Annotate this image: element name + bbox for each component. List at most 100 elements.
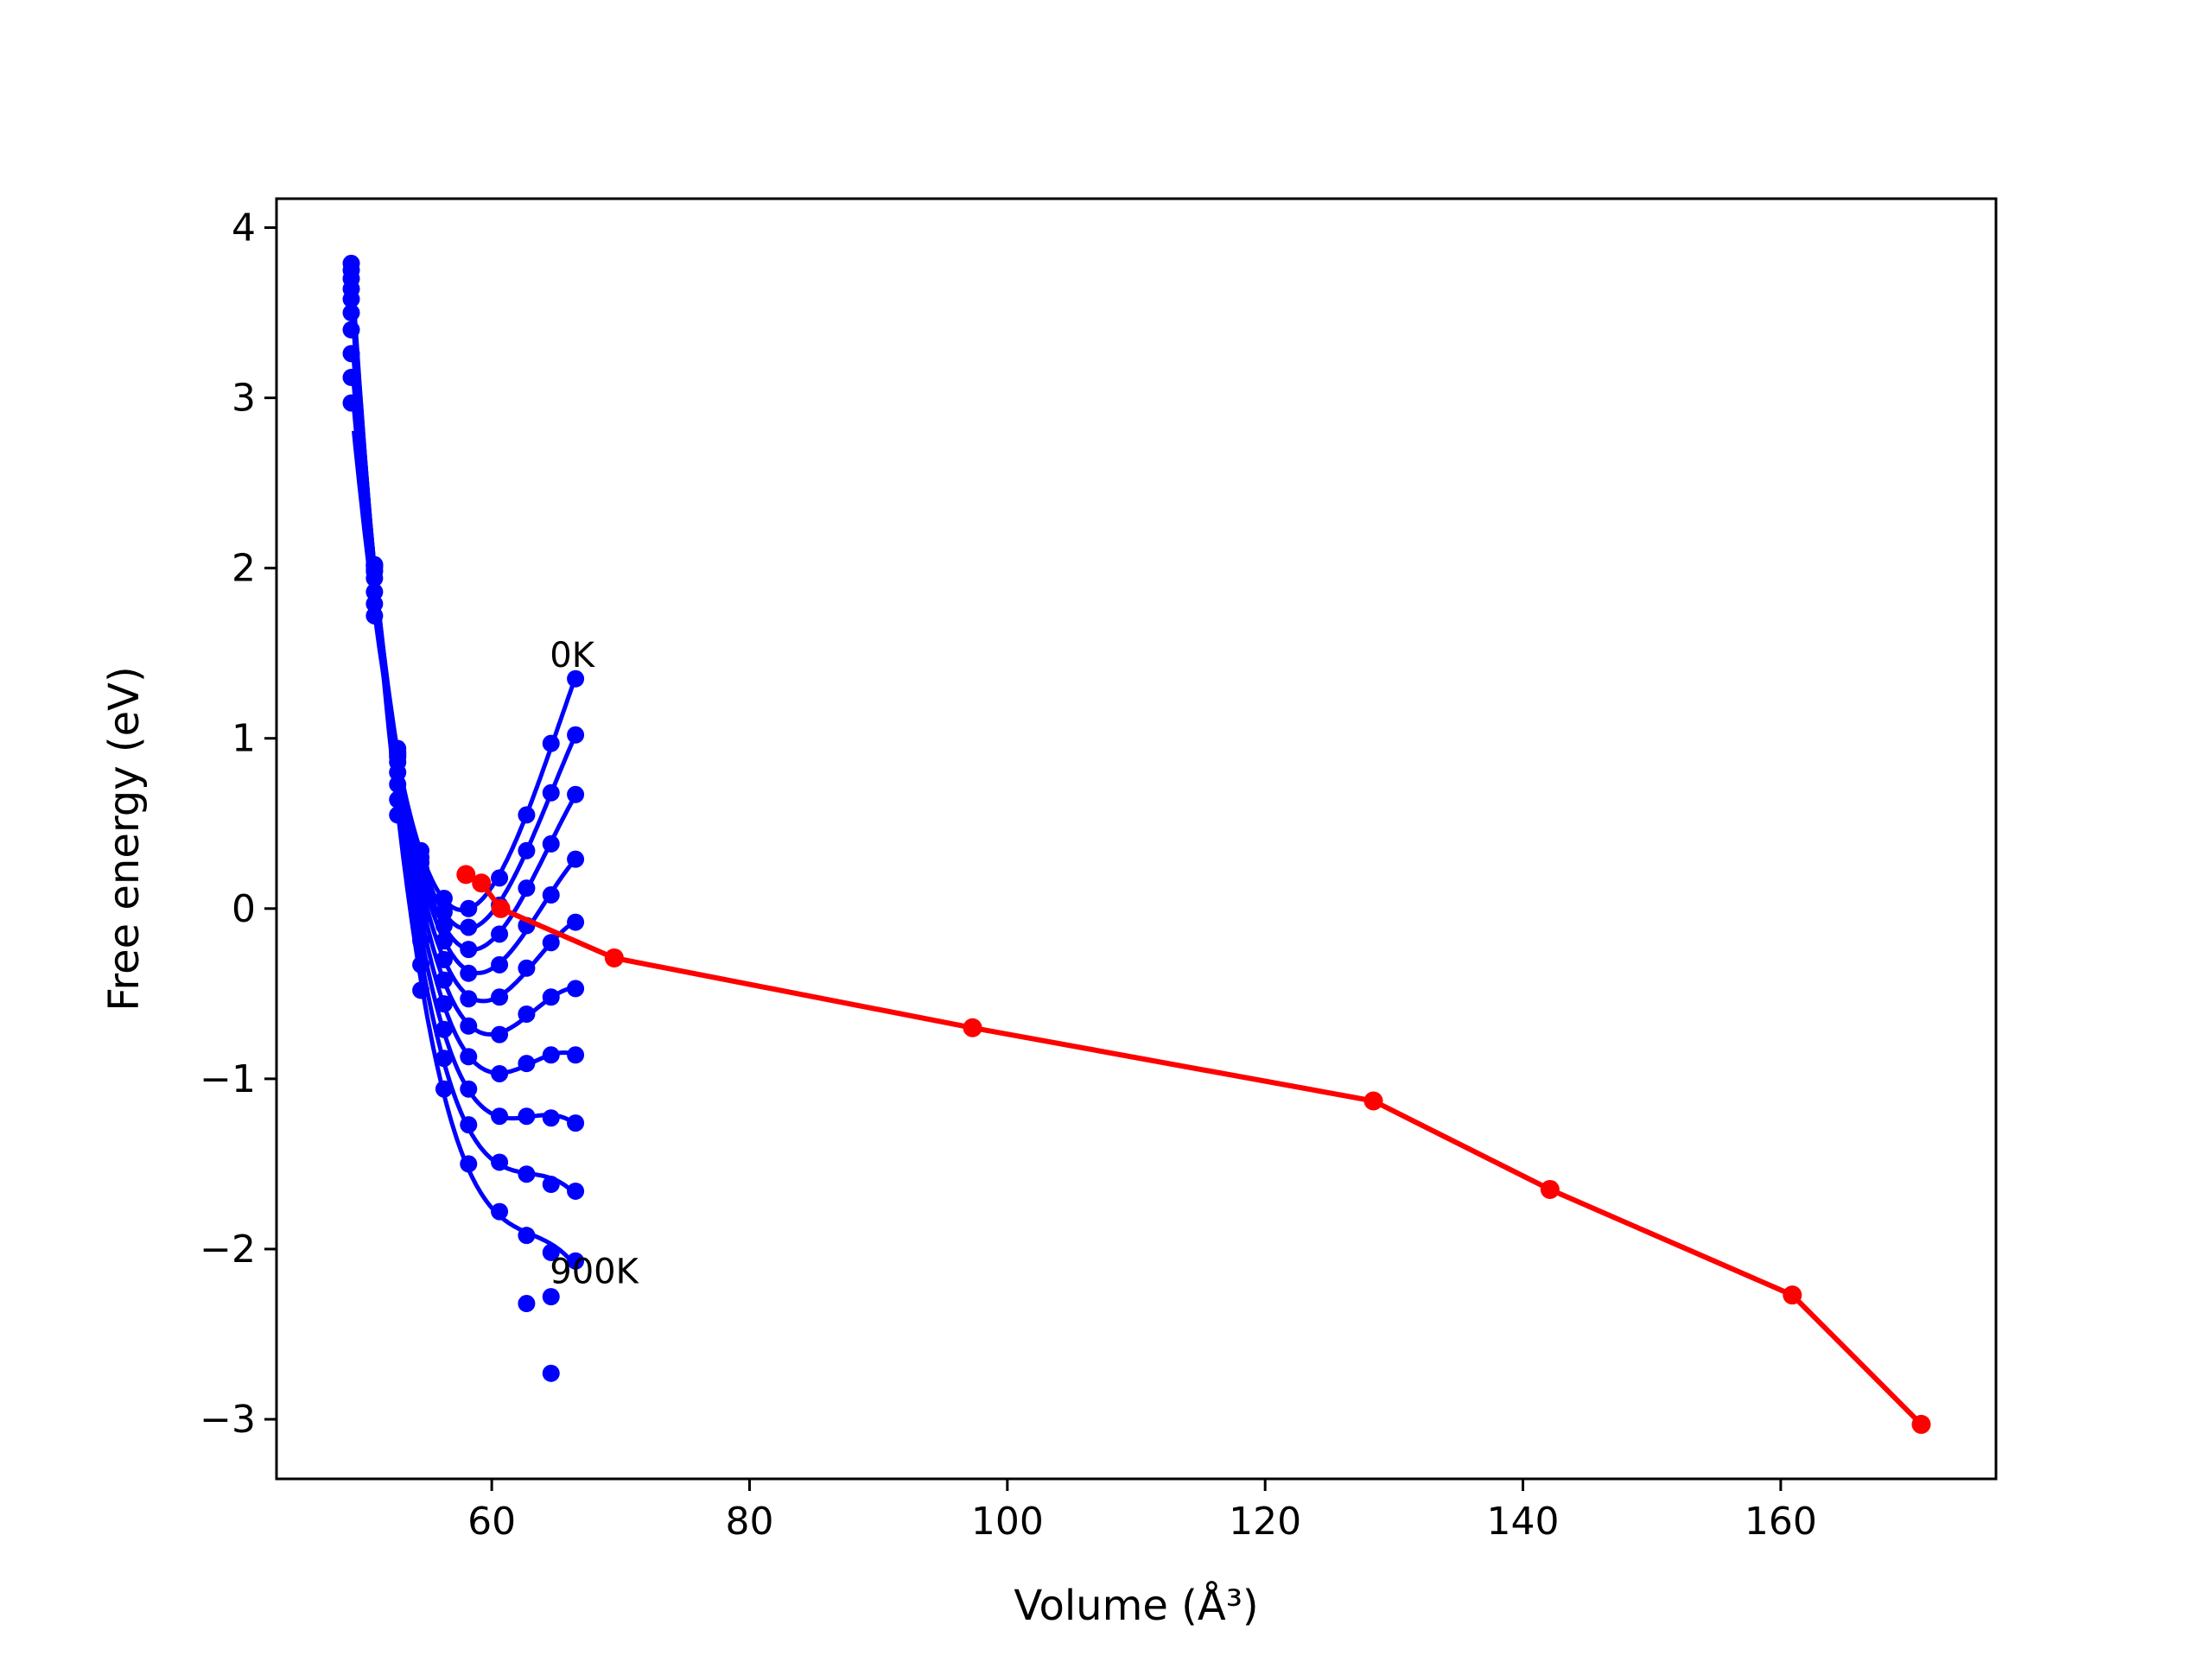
data-point: [518, 1165, 536, 1183]
data-point: [542, 1046, 560, 1064]
data-points: [342, 254, 585, 1382]
temperature-annotation: 0K: [550, 636, 595, 676]
data-point: [435, 1020, 453, 1038]
data-point: [460, 899, 478, 917]
data-point: [365, 595, 384, 613]
data-point: [542, 734, 560, 752]
data-point: [491, 1153, 509, 1171]
data-point: [567, 850, 585, 868]
x-axis-label: Volume (Å³): [1014, 1581, 1258, 1630]
data-point: [542, 886, 560, 904]
data-point: [435, 950, 453, 968]
data-point: [435, 995, 453, 1013]
data-point: [435, 917, 453, 935]
data-point: [342, 394, 360, 412]
data-point: [491, 1107, 509, 1126]
data-point: [542, 783, 560, 802]
temperature-annotation: 900K: [550, 1252, 639, 1291]
minimum-point: [1363, 1091, 1383, 1111]
data-point: [435, 932, 453, 950]
data-point: [518, 806, 536, 824]
minimum-point: [604, 948, 624, 967]
data-point: [518, 1227, 536, 1245]
data-point: [567, 980, 585, 998]
y-tick-label: 3: [232, 377, 256, 421]
data-point: [491, 1202, 509, 1221]
data-point: [567, 1252, 585, 1270]
data-point: [567, 1182, 585, 1200]
x-tick-label: 120: [1229, 1500, 1301, 1544]
data-point: [518, 1055, 536, 1073]
data-point: [491, 1025, 509, 1044]
data-point: [518, 959, 536, 977]
minimum-point: [1911, 1414, 1931, 1434]
data-point: [365, 561, 384, 579]
data-point: [460, 964, 478, 982]
data-point: [518, 841, 536, 860]
data-point: [412, 874, 430, 892]
data-point: [567, 785, 585, 803]
data-point: [518, 1295, 536, 1313]
data-point: [412, 910, 430, 928]
data-point: [542, 1176, 560, 1194]
data-point: [342, 254, 360, 272]
data-point: [460, 1080, 478, 1098]
data-point: [460, 1048, 478, 1066]
data-point: [435, 903, 453, 921]
data-point: [435, 1080, 453, 1098]
data-point: [412, 891, 430, 909]
data-point: [518, 1107, 536, 1126]
data-point: [412, 860, 430, 879]
data-point: [460, 990, 478, 1008]
data-point: [567, 726, 585, 744]
data-point: [542, 1364, 560, 1382]
annotations: 0K 900K: [550, 636, 639, 1291]
y-tick-label: −1: [200, 1057, 256, 1101]
minimum-point: [963, 1018, 982, 1037]
data-point: [542, 834, 560, 853]
x-tick-label: 100: [971, 1500, 1044, 1544]
minimum-point: [472, 873, 492, 893]
data-point: [412, 981, 430, 999]
data-point: [435, 971, 453, 989]
data-point: [412, 955, 430, 974]
data-point: [491, 1064, 509, 1082]
data-point: [491, 925, 509, 943]
y-tick-label: 4: [232, 206, 256, 251]
data-point: [542, 1109, 560, 1127]
minimum-point: [1783, 1285, 1802, 1305]
data-point: [518, 1005, 536, 1023]
data-point: [342, 304, 360, 322]
data-point: [460, 1155, 478, 1173]
data-point: [365, 583, 384, 601]
y-tick-label: 2: [232, 547, 256, 591]
minimum-point: [491, 898, 511, 918]
y-tick-label: −3: [200, 1398, 256, 1442]
x-tick-label: 80: [725, 1500, 773, 1544]
data-point: [342, 320, 360, 339]
data-point: [412, 932, 430, 950]
data-point: [567, 913, 585, 931]
y-tick-label: 1: [232, 717, 256, 761]
data-point: [460, 1116, 478, 1134]
minimum-point: [1540, 1179, 1560, 1199]
data-point: [542, 988, 560, 1006]
plot-frame: [275, 197, 1998, 1481]
data-point: [342, 345, 360, 363]
data-point: [365, 606, 384, 625]
data-point: [389, 806, 407, 824]
data-point: [460, 918, 478, 936]
data-point: [542, 1243, 560, 1261]
x-axis-ticks: 60 80 100 120 140 160: [467, 1479, 1817, 1544]
data-point: [435, 1050, 453, 1068]
data-point: [389, 775, 407, 793]
data-point: [491, 869, 509, 887]
data-point: [460, 1017, 478, 1035]
y-tick-label: −2: [200, 1227, 256, 1272]
y-tick-label: 0: [232, 887, 256, 931]
data-point: [460, 941, 478, 959]
data-point: [518, 879, 536, 898]
data-point: [567, 1114, 585, 1132]
